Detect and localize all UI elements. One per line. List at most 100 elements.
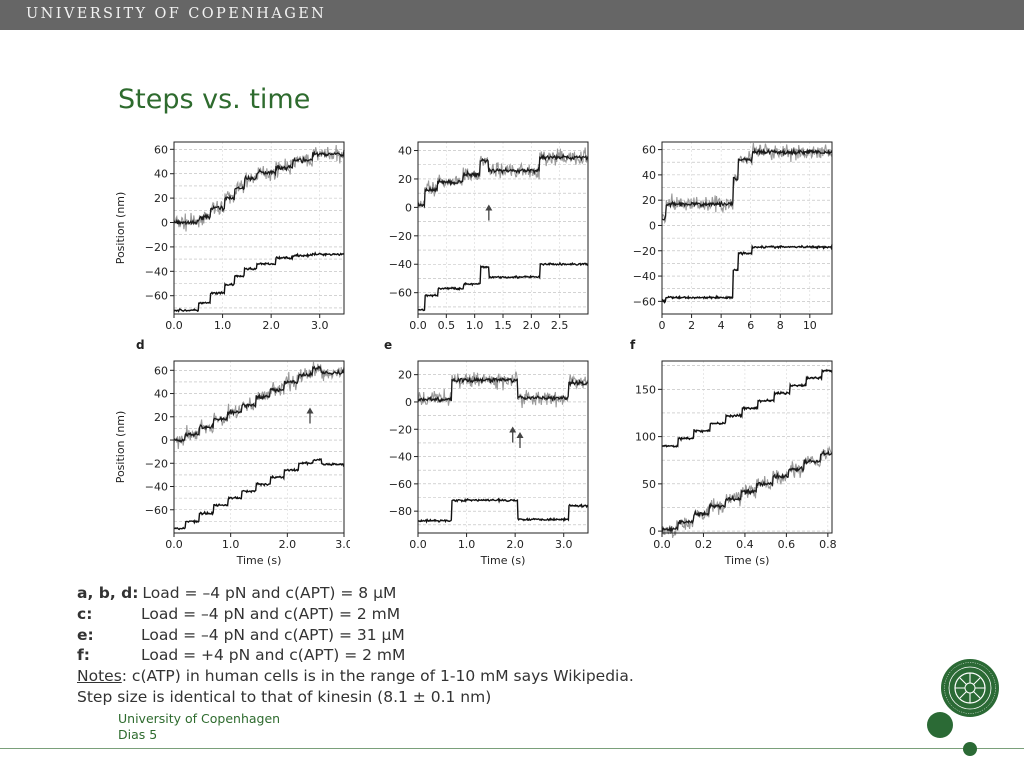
x-tick-label: 1.0 [214,319,232,330]
chart-panel-e: 20 0 −20 −40 −60 −80 0.0 1.0 2.0 3.0 Time (s) e [382,335,592,567]
y-tick-label: −60 [145,290,168,303]
plot-frame [173,360,345,534]
x-tick-label: 0.2 [695,538,713,551]
y-tick-label: 50 [642,478,656,491]
chart-panel-c: 60 40 20 0 −20 −40 −60 0 2 4 6 8 10 [628,138,840,330]
chart-panel-b: 40 20 0 −20 −40 −60 0.0 0.5 1.0 1.5 2.0 2.5 [382,138,592,330]
series-step-trace [661,368,833,448]
y-tick-label: −20 [145,241,168,254]
y-tick-label: 0 [161,217,168,230]
chart-a-svg: 60 40 20 0 −20 −40 −60 0.0 1.0 2.0 3.0 Position (nm… [114,141,345,330]
x-tick-label: 1.0 [466,319,484,330]
series-raw-trace [417,371,589,409]
panel-letter: d [136,338,145,352]
y-tick-label: 150 [635,383,656,396]
y-tick-label: 20 [154,411,168,424]
caption-text: Load = +4 pN and c(APT) = 2 mM [141,646,406,665]
y-tick-label: −40 [145,265,168,278]
series-step-trace [661,244,833,304]
caption-block: a, b, d: Load = –4 pN and c(APT) = 8 µM c… [77,583,634,708]
y-tick-label: 0 [405,396,412,409]
series-filtered-trace [173,365,345,444]
x-tick-label: 0 [659,319,666,330]
series-filtered-trace [417,152,589,209]
decor-dot-small [963,742,977,756]
x-tick-label: 2.0 [523,319,541,330]
series-filtered-trace [661,147,833,221]
y-tick-label: −20 [633,245,656,258]
y-tick-label: −80 [389,505,412,518]
x-axis-label: Time (s) [236,554,282,567]
caption-text: Load = –4 pN and c(APT) = 2 mM [141,604,401,623]
caption-text: Load = –4 pN and c(APT) = 31 µM [141,625,405,644]
y-axis-label: Position (nm) [114,192,127,265]
y-tick-label: 40 [154,168,168,181]
caption-label: c: [77,604,93,623]
chart-panel-a: 60 40 20 0 −20 −40 −60 0.0 1.0 2.0 3.0 Position (nm… [110,138,350,330]
x-tick-label: 2.0 [279,538,297,551]
x-tick-label: 0.0 [165,538,183,551]
x-tick-label: 2.0 [262,319,280,330]
arrow-head [485,204,493,211]
x-tick-label: 0.6 [778,538,796,551]
x-tick-label: 1.5 [494,319,512,330]
chart-panel-f: 150 100 50 0 0.0 0.2 0.4 0.6 0.8 Time (s) f [628,335,840,567]
y-tick-label: 60 [154,143,168,156]
caption-text: Load = –4 pN and c(APT) = 8 µM [142,584,397,602]
x-tick-label: 0.5 [438,319,456,330]
y-tick-label: −20 [145,457,168,470]
arrow-head [306,407,314,414]
chart-panel-d: 60 40 20 0 −20 −40 −60 0.0 1.0 2.0 3.0 Position (nm… [110,335,350,567]
x-tick-label: 0.0 [409,538,427,551]
y-tick-label: −40 [145,481,168,494]
y-tick-label: −20 [389,423,412,436]
x-tick-label: 0.0 [165,319,183,330]
x-tick-label: 2.5 [551,319,569,330]
y-tick-label: 20 [642,194,656,207]
y-tick-label: −40 [633,270,656,283]
y-tick-label: 20 [398,173,412,186]
y-tick-label: 40 [154,388,168,401]
panel-letter: e [384,338,392,352]
x-tick-label: 6 [747,319,754,330]
plot-area [174,142,344,314]
plot-frame [661,360,833,534]
y-tick-label: 100 [635,431,656,444]
notes-text: : c(ATP) in human cells is in the range … [121,667,634,686]
series-step-trace [173,251,345,313]
x-tick-label: 0.0 [653,538,671,551]
x-tick-label: 2.0 [506,538,523,551]
x-tick-label: 0.8 [819,538,837,551]
x-tick-label: 0.0 [409,319,427,330]
plot-area [662,142,832,314]
decor-dot-large [927,712,953,738]
caption-row: e: Load = –4 pN and c(APT) = 31 µM [77,625,634,646]
chart-e-svg: 20 0 −20 −40 −60 −80 0.0 1.0 2.0 3.0 Time (s) e [384,338,589,567]
panel-letter: f [630,338,636,352]
x-tick-label: 8 [777,319,784,330]
y-tick-label: −60 [389,478,412,491]
x-axis-label: Time (s) [724,554,770,567]
plot-frame [173,141,345,315]
chart-f-svg: 150 100 50 00.0 0.2 0.4 0.6 0.8 Time (s) f [630,338,837,567]
y-tick-label: 0 [649,219,656,232]
plot-area [662,361,832,533]
x-tick-label: 4 [718,319,725,330]
y-tick-label: −40 [389,258,412,271]
series-filtered-trace [173,149,345,226]
caption-row: c: Load = –4 pN and c(APT) = 2 mM [77,604,634,625]
y-tick-label: 20 [398,369,412,382]
plot-area [174,361,344,533]
x-tick-label: 3.0 [311,319,329,330]
footer: University of Copenhagen Dias 5 [118,711,280,742]
plot-frame [417,360,589,534]
university-seal-logo [941,659,999,717]
y-tick-label: −20 [389,230,412,243]
notes-row: Notes: c(ATP) in human cells is in the r… [77,666,634,687]
footer-slide-number: Dias 5 [118,726,158,742]
series-step-trace [173,457,345,531]
x-tick-label: 3.0 [555,538,573,551]
y-tick-label: 0 [405,201,412,214]
notes-row-2: Step size is identical to that of kinesi… [77,687,492,706]
caption-row: a, b, d: Load = –4 pN and c(APT) = 8 µM [77,583,634,604]
